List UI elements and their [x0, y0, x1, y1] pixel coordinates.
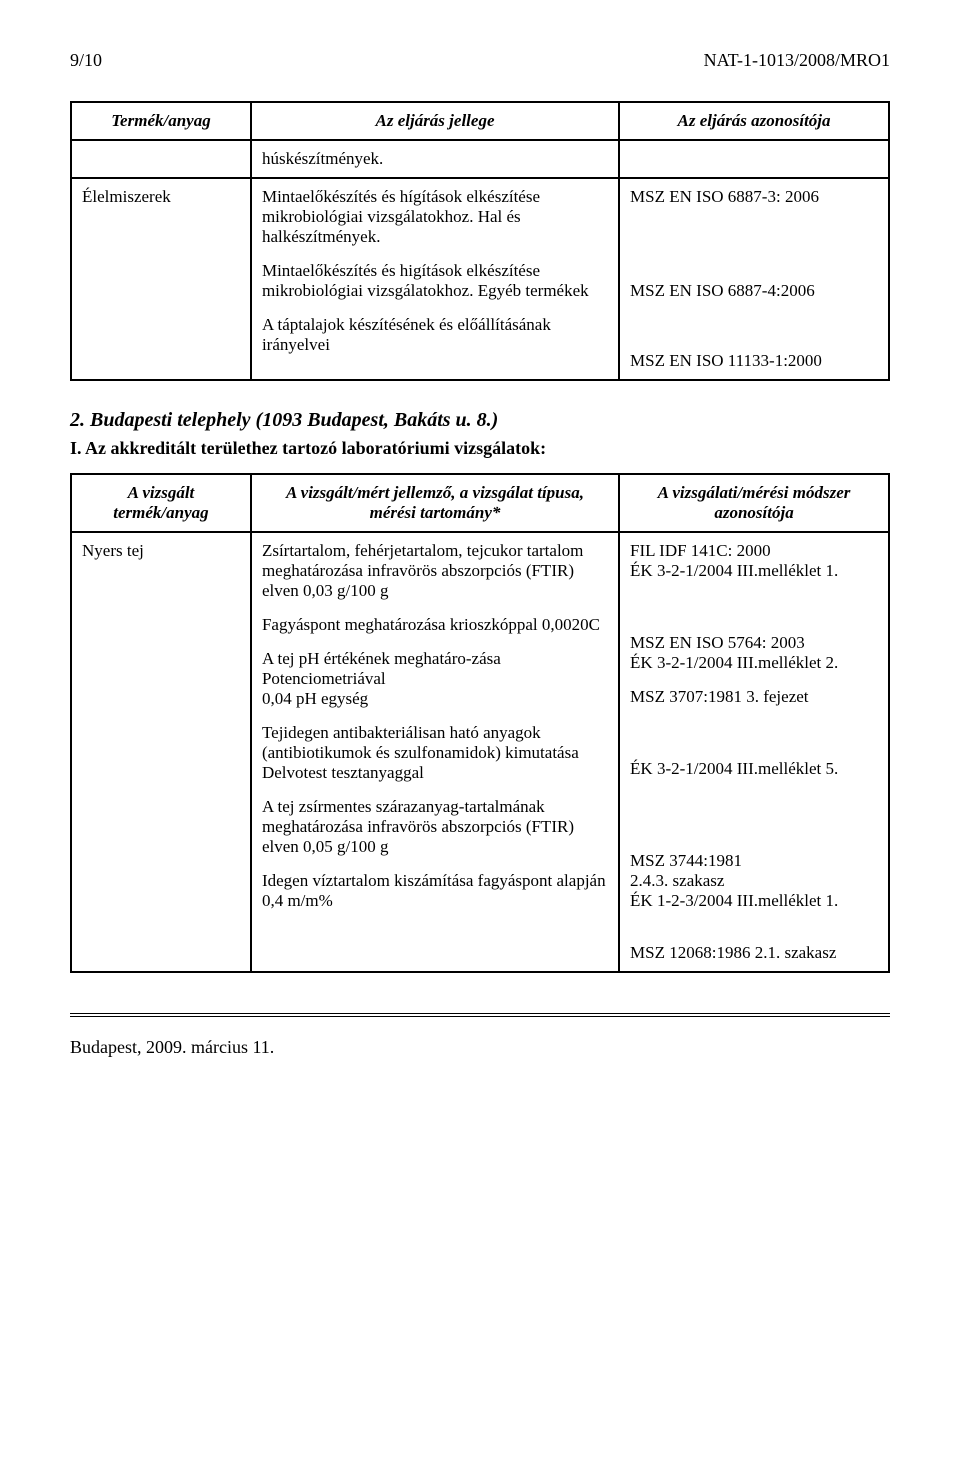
method-id-1b: ÉK 3-2-1/2004 III.melléklet 1. [630, 561, 838, 580]
procedure-text-3: A táptalajok készítésének és előállításá… [262, 315, 608, 355]
cell-empty [619, 140, 889, 178]
standard-id-1: MSZ EN ISO 6887-3: 2006 [630, 187, 878, 267]
table-tests: A vizsgált termék/anyag A vizsgált/mért … [70, 473, 890, 973]
method-id-5c: ÉK 1-2-3/2004 III.melléklet 1. [630, 891, 838, 910]
section-2-title: 2. Budapesti telephely (1093 Budapest, B… [70, 409, 890, 432]
method-id-3: MSZ 3707:1981 3. fejezet [630, 687, 878, 745]
method-group-2: MSZ EN ISO 5764: 2003 ÉK 3-2-1/2004 III.… [630, 633, 878, 673]
table-header-row: A vizsgált termék/anyag A vizsgált/mért … [71, 474, 889, 532]
measured-text-5: A tej zsírmentes szárazanyag-tartalmának… [262, 797, 608, 857]
section-2-subtitle: I. Az akkreditált területhez tartozó lab… [70, 438, 890, 459]
cell-measured-properties: Zsírtartalom, fehérjetartalom, tejcukor … [251, 532, 619, 972]
page: 9/10 NAT-1-1013/2008/MRO1 Termék/anyag A… [0, 0, 960, 1457]
col-header-method-id: A vizsgálati/mérési módszer azonosítója [619, 474, 889, 532]
cell-empty [71, 140, 251, 178]
col-header-measured-property: A vizsgált/mért jellemző, a vizsgálat tí… [251, 474, 619, 532]
method-id-4: ÉK 3-2-1/2004 III.melléklet 5. [630, 759, 878, 837]
cell-procedure: Mintaelőkészítés és hígítások elkészítés… [251, 178, 619, 380]
method-group-5: MSZ 3744:1981 2.4.3. szakasz ÉK 1-2-3/20… [630, 851, 878, 929]
measured-text-4: Tejidegen antibakteriálisan ható anyagok… [262, 723, 608, 783]
measured-text-2: Fagyáspont meghatározása krioszkóppal 0,… [262, 615, 608, 635]
col-header-procedure: Az eljárás jellege [251, 102, 619, 140]
method-id-2a: MSZ EN ISO 5764: 2003 [630, 633, 805, 652]
double-rule [70, 1013, 890, 1017]
table-row: Nyers tej Zsírtartalom, fehérjetartalom,… [71, 532, 889, 972]
method-group-1: FIL IDF 141C: 2000 ÉK 3-2-1/2004 III.mel… [630, 541, 878, 619]
method-id-1a: FIL IDF 141C: 2000 [630, 541, 771, 560]
method-id-5b: 2.4.3. szakasz [630, 871, 724, 890]
measured-text-1: Zsírtartalom, fehérjetartalom, tejcukor … [262, 541, 608, 601]
procedure-text-2: Mintaelőkészítés és higítások elkészítés… [262, 261, 608, 301]
cell-fragment-text: húskészítmények. [251, 140, 619, 178]
page-header: 9/10 NAT-1-1013/2008/MRO1 [70, 50, 890, 71]
col-header-tested-product: A vizsgált termék/anyag [71, 474, 251, 532]
table-procedures: Termék/anyag Az eljárás jellege Az eljár… [70, 101, 890, 381]
standard-id-3: MSZ EN ISO 11133-1:2000 [630, 351, 878, 371]
table-row-fragment: húskészítmények. [71, 140, 889, 178]
doc-id: NAT-1-1013/2008/MRO1 [704, 50, 890, 71]
cell-standard-id: MSZ EN ISO 6887-3: 2006 MSZ EN ISO 6887-… [619, 178, 889, 380]
table-header-row: Termék/anyag Az eljárás jellege Az eljár… [71, 102, 889, 140]
cell-tested-product: Nyers tej [71, 532, 251, 972]
col-header-product: Termék/anyag [71, 102, 251, 140]
cell-method-ids: FIL IDF 141C: 2000 ÉK 3-2-1/2004 III.mel… [619, 532, 889, 972]
standard-id-2: MSZ EN ISO 6887-4:2006 [630, 281, 878, 337]
method-id-6: MSZ 12068:1986 2.1. szakasz [630, 943, 878, 963]
col-header-id: Az eljárás azonosítója [619, 102, 889, 140]
table-row: Élelmiszerek Mintaelőkészítés és hígítás… [71, 178, 889, 380]
measured-text-3: A tej pH értékének meghatáro-zása Potenc… [262, 649, 608, 709]
procedure-text-1: Mintaelőkészítés és hígítások elkészítés… [262, 187, 608, 247]
measured-text-6: Idegen víztartalom kiszámítása fagyáspon… [262, 871, 608, 911]
cell-product: Élelmiszerek [71, 178, 251, 380]
footer-text: Budapest, 2009. március 11. [70, 1037, 890, 1058]
page-number: 9/10 [70, 50, 102, 71]
method-id-5a: MSZ 3744:1981 [630, 851, 742, 870]
method-id-2b: ÉK 3-2-1/2004 III.melléklet 2. [630, 653, 838, 672]
